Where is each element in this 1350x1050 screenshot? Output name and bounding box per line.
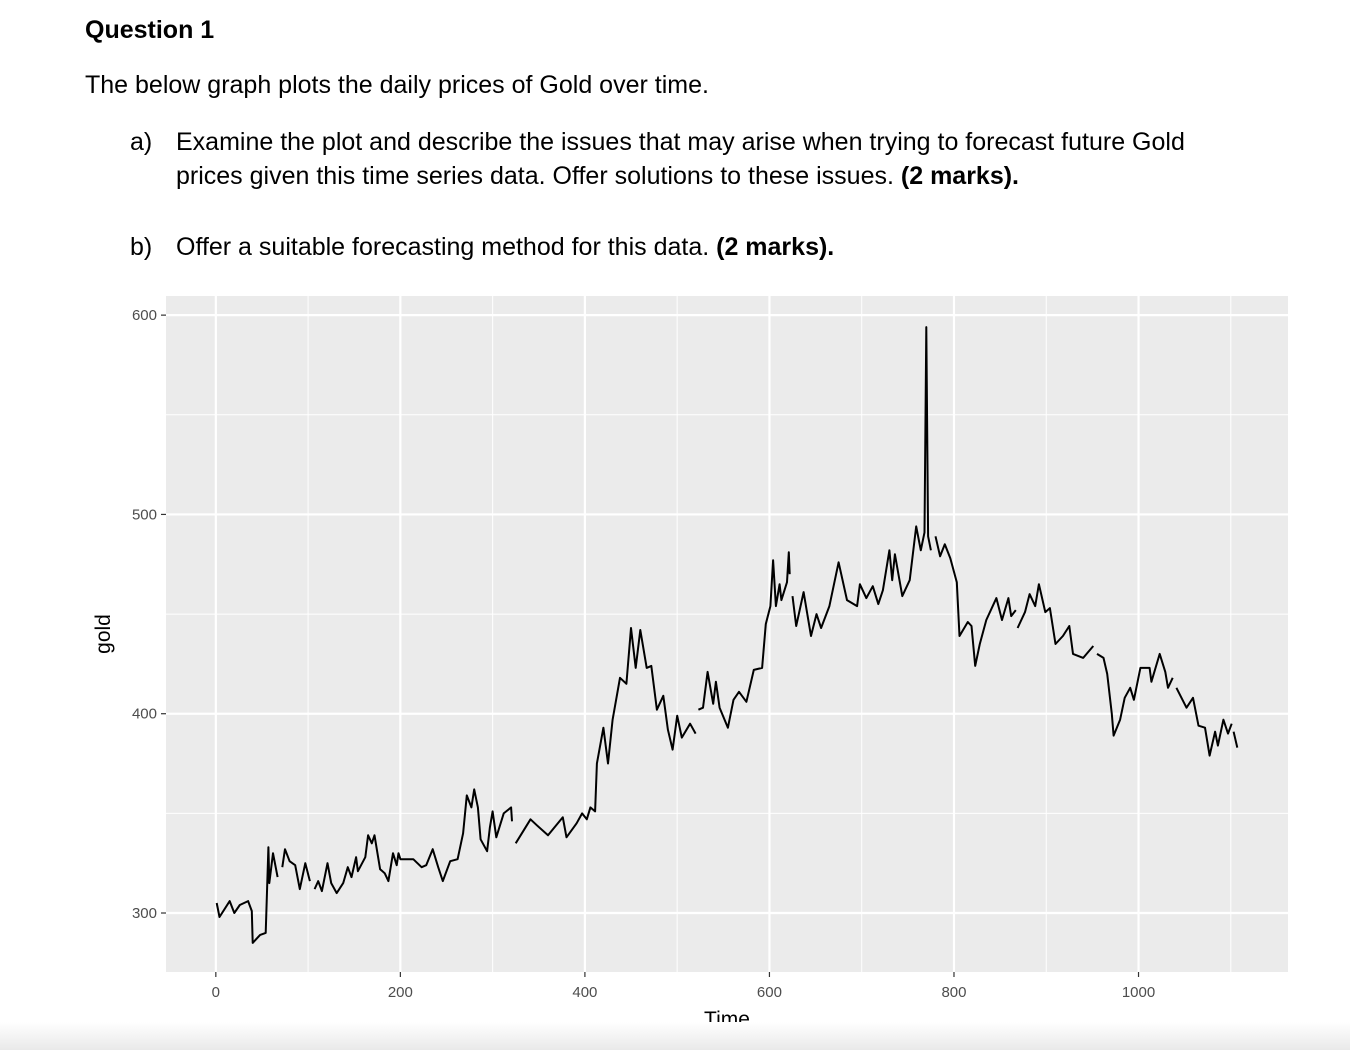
y-tick-label: 300 <box>132 905 157 922</box>
page-bottom-shade <box>0 1022 1350 1050</box>
part-text-body: Examine the plot and describe the issues… <box>176 128 1185 190</box>
part-label: b) <box>130 233 153 261</box>
x-tick-label: 0 <box>212 984 220 1001</box>
plot-panel <box>166 296 1288 972</box>
y-tick-label: 600 <box>132 307 157 324</box>
x-axis-label: Time <box>704 1008 750 1025</box>
y-tick-label: 500 <box>132 506 157 523</box>
y-axis-label: gold <box>92 614 115 654</box>
gold-price-chart: 0 200 400 600 800 1000 300 400 500 600 Time gold <box>92 296 1288 1025</box>
axis-ticks: 0 200 400 600 800 1000 300 400 500 600 <box>132 307 1155 1001</box>
x-tick-label: 800 <box>941 984 966 1001</box>
grid-lines <box>166 296 1288 972</box>
part-text: Examine the plot and describe the issues… <box>176 125 1186 193</box>
question-title: Question 1 <box>85 16 215 44</box>
x-tick-label: 400 <box>572 984 597 1001</box>
gold-price-line <box>215 326 1239 944</box>
y-tick-label: 400 <box>132 706 157 723</box>
x-tick-label: 600 <box>757 984 782 1001</box>
part-text-body: Offer a suitable forecasting method for … <box>176 233 717 261</box>
question-intro: The below graph plots the daily prices o… <box>85 71 709 99</box>
x-tick-label: 1000 <box>1122 984 1155 1001</box>
part-marks: (2 marks). <box>716 233 835 261</box>
part-text: Offer a suitable forecasting method for … <box>176 230 1186 264</box>
part-marks: (2 marks). <box>900 162 1020 190</box>
part-label: a) <box>130 128 153 156</box>
x-tick-label: 200 <box>388 984 413 1001</box>
